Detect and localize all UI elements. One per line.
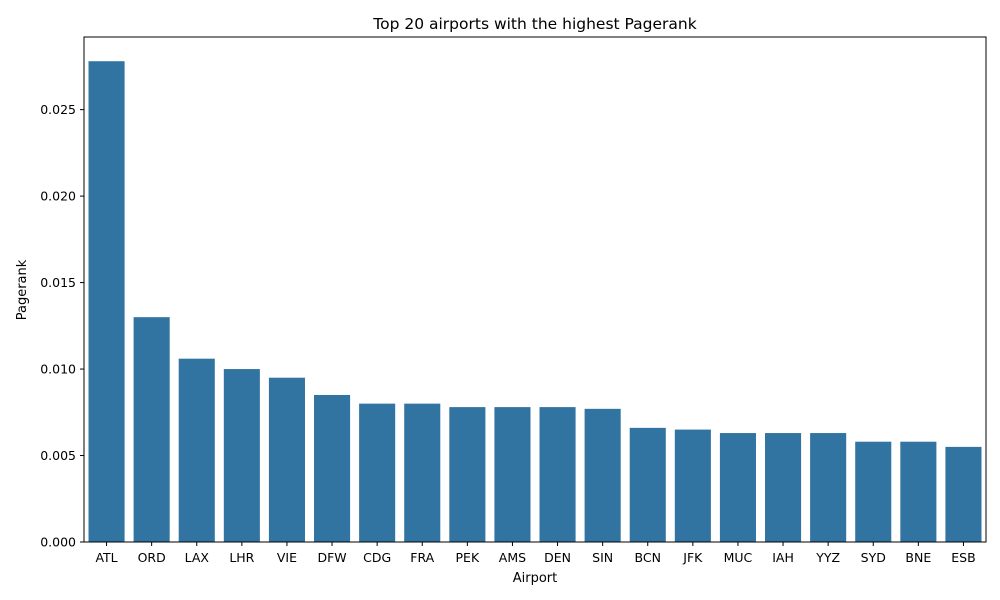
bar-esb: [945, 446, 982, 542]
bar-jfk: [674, 429, 711, 542]
bar-lhr: [223, 369, 260, 542]
plot-frame: [83, 36, 987, 543]
x-tick-label: LAX: [185, 550, 210, 565]
y-tick-label: 0.025: [40, 102, 76, 117]
x-tick-label: FRA: [410, 550, 434, 565]
x-tick-label: YYZ: [815, 550, 840, 565]
bars-group: [88, 61, 982, 542]
bar-sin: [584, 408, 621, 542]
bar-fra: [404, 403, 441, 542]
bar-muc: [719, 433, 756, 542]
x-tick-label: VIE: [277, 550, 297, 565]
x-tick-label: IAH: [772, 550, 794, 565]
x-tick-label: ESB: [951, 550, 975, 565]
x-tick-label: BCN: [635, 550, 661, 565]
bar-ams: [494, 407, 531, 542]
y-axis-ticks: 0.000 0.005 0.010 0.015 0.020 0.025: [40, 102, 84, 550]
bar-vie: [268, 377, 305, 542]
x-tick-label: CDG: [363, 550, 391, 565]
bar-ord: [133, 317, 170, 542]
bar-cdg: [359, 403, 396, 542]
x-axis-label: Airport: [513, 571, 558, 586]
bar-syd: [855, 441, 892, 542]
y-axis-label: Pagerank: [15, 259, 30, 320]
x-tick-label: LHR: [229, 550, 254, 565]
y-tick-label: 0.005: [40, 448, 76, 463]
x-tick-label: AMS: [499, 550, 526, 565]
bar-den: [539, 407, 576, 542]
bar-atl: [88, 61, 125, 542]
chart-title: Top 20 airports with the highest Pageran…: [372, 15, 696, 33]
bar-bne: [900, 441, 937, 542]
x-tick-label: SIN: [592, 550, 613, 565]
x-axis-ticks: ATL ORD LAX LHR VIE DFW CDG FRA PEK AMS DEN SIN BCN J…: [95, 542, 976, 565]
bar-dfw: [314, 394, 351, 542]
bar-lax: [178, 358, 215, 542]
x-tick-label: JFK: [682, 550, 703, 565]
x-tick-label: DFW: [317, 550, 346, 565]
x-tick-label: BNE: [905, 550, 931, 565]
x-tick-label: ORD: [138, 550, 166, 565]
x-tick-label: DEN: [544, 550, 571, 565]
y-tick-label: 0.000: [40, 535, 76, 550]
bar-pek: [449, 407, 486, 542]
x-tick-label: MUC: [724, 550, 753, 565]
x-tick-label: PEK: [456, 550, 480, 565]
x-tick-label: SYD: [861, 550, 886, 565]
x-tick-label: ATL: [95, 550, 117, 565]
bar-bcn: [629, 427, 666, 542]
y-tick-label: 0.015: [40, 275, 76, 290]
bar-iah: [765, 433, 802, 542]
bar-yyz: [810, 433, 847, 542]
y-tick-label: 0.010: [40, 362, 76, 377]
y-tick-label: 0.020: [40, 189, 76, 204]
